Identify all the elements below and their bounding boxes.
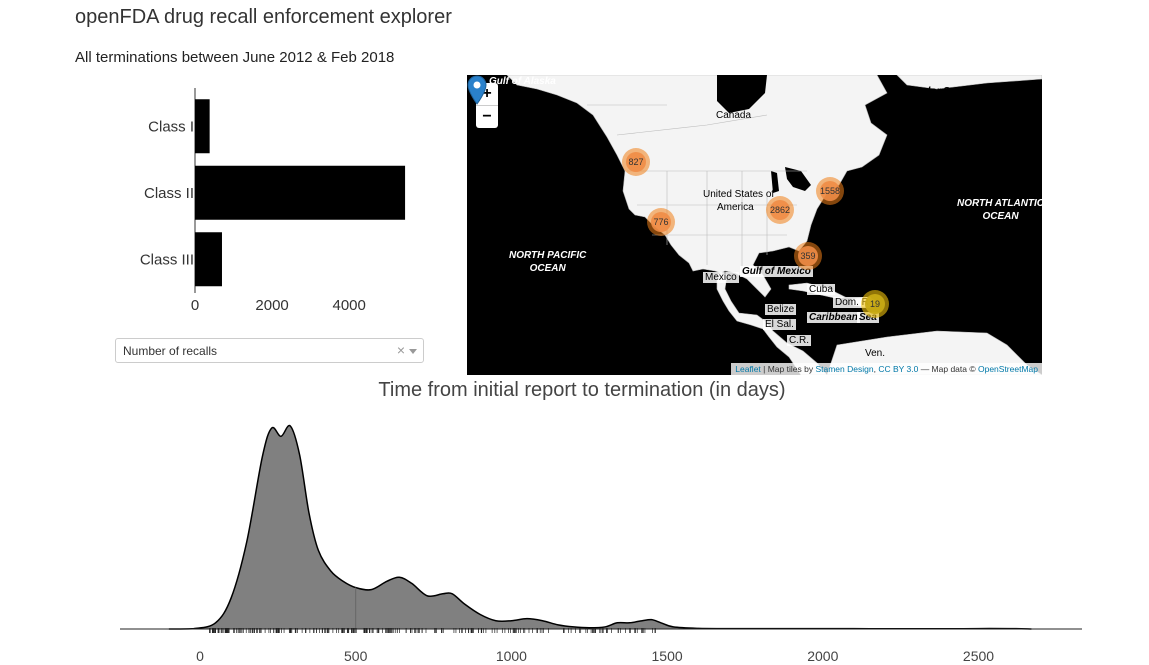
label-gulf-alaska: Gulf of Alaska: [489, 76, 556, 87]
recall-class-bar-chart: Class I Class II Class III 0 2000 4000: [140, 88, 406, 314]
cluster-marker[interactable]: 2862: [766, 196, 794, 224]
label-labrador-sea: Labrador Sea: [897, 86, 961, 97]
bar-class-iii[interactable]: [195, 232, 222, 287]
density-x-tick-label: 2500: [963, 648, 994, 664]
density-x-tick-label: 1000: [496, 648, 527, 664]
map-pin-icon[interactable]: [467, 75, 487, 105]
cluster-marker[interactable]: 1558: [816, 177, 844, 205]
bar-x-tick-label: 4000: [332, 297, 365, 314]
osm-link[interactable]: OpenStreetMap: [977, 364, 1038, 374]
map-tiles: [506, 75, 1042, 375]
page-title: openFDA drug recall enforcement explorer: [75, 6, 452, 28]
density-x-tick-label: 2000: [807, 648, 838, 664]
label-mexico: Mexico: [703, 272, 739, 283]
label-caribbean: Caribbean: [807, 312, 860, 323]
cluster-marker[interactable]: 19: [861, 290, 889, 318]
label-cuba: Cuba: [807, 284, 835, 295]
zoom-out-button[interactable]: −: [476, 105, 498, 128]
density-rug: [209, 628, 656, 633]
label-gulf-of-mexico: Gulf of Mexico: [740, 266, 813, 277]
page-subtitle: All terminations between June 2012 & Feb…: [75, 49, 395, 66]
bar-category-label: Class I: [148, 118, 194, 135]
label-usa-2: America: [717, 202, 754, 213]
clear-icon[interactable]: ×: [396, 342, 405, 358]
metric-select-value: Number of recalls: [123, 344, 218, 358]
map-attribution: Leaflet | Map tiles by Stamen Design, CC…: [731, 363, 1042, 375]
density-chart-title: Time from initial report to termination …: [378, 379, 786, 401]
label-usa-1: United States of: [703, 189, 775, 200]
stamen-link[interactable]: Stamen Design: [815, 364, 874, 374]
chevron-down-icon[interactable]: [409, 349, 417, 354]
zoom-in-button[interactable]: +: [482, 85, 492, 102]
bar-x-tick-label: 2000: [255, 297, 288, 314]
bar-category-label: Class II: [144, 185, 194, 202]
cc-link[interactable]: CC BY 3.0: [878, 364, 919, 374]
label-canada: Canada: [716, 110, 752, 121]
bar-class-i[interactable]: [195, 99, 210, 154]
label-north-atlantic: NORTH ATLANTIC OCEAN: [957, 198, 1042, 222]
cluster-marker[interactable]: 827: [622, 148, 650, 176]
greenland-land: [896, 75, 1042, 90]
density-area: [168, 425, 1032, 629]
north-america-land: [506, 75, 888, 375]
leaflet-link[interactable]: Leaflet: [735, 364, 761, 374]
density-x-tick-label: 1500: [652, 648, 683, 664]
metric-select[interactable]: Number of recalls ×: [115, 338, 424, 363]
label-costa-rica: C.R.: [787, 335, 811, 346]
label-venezuela: Ven.: [865, 348, 886, 359]
great-lakes-water: [785, 167, 811, 191]
density-x-tick-label: 0: [196, 648, 204, 664]
bar-x-tick-label: 0: [191, 297, 199, 314]
cluster-marker[interactable]: 359: [794, 242, 822, 270]
density-x-tick-label: 500: [344, 648, 368, 664]
label-el-salvador: El Sal.: [763, 319, 796, 330]
label-belize: Belize: [765, 304, 797, 315]
bar-category-label: Class III: [140, 251, 194, 268]
lake-michigan-water: [771, 171, 779, 193]
cluster-marker[interactable]: 776: [647, 208, 675, 236]
label-north-pacific: NORTH PACIFIC OCEAN: [509, 250, 587, 274]
label-sea: Sea: [857, 312, 879, 323]
hudson-bay-water: [717, 75, 767, 113]
label-dom-rep: Dom. R: [833, 297, 871, 308]
recall-map[interactable]: + − Gulf of Alaska Labrador Sea Canada U…: [467, 75, 1042, 375]
termination-time-density-chart: 0 500 1000 1500 2000 2500: [120, 424, 1082, 664]
bar-class-ii[interactable]: [195, 165, 406, 220]
